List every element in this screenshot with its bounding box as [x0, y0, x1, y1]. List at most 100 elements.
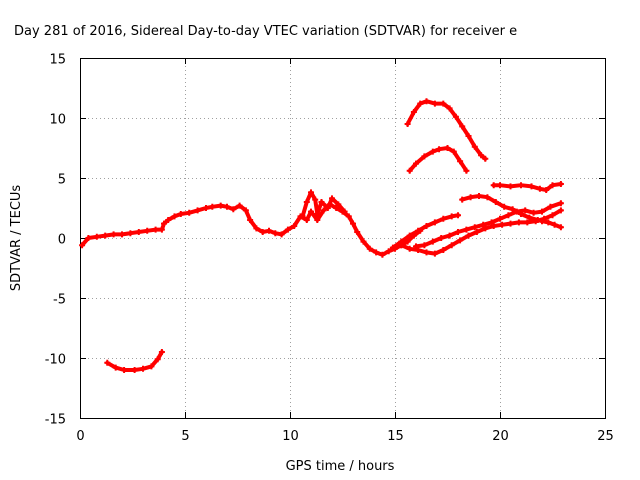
y-tick-label: -15	[45, 413, 66, 428]
data-point	[320, 207, 327, 214]
data-point	[312, 196, 319, 203]
data-point	[429, 238, 436, 245]
data-point	[360, 238, 367, 245]
data-point	[93, 233, 100, 240]
axis-ticks: 0 5 10 15 20 25 -15 -10 -5 0 5 10 15	[45, 53, 614, 445]
data-point	[335, 201, 342, 208]
data-point	[406, 245, 413, 252]
data-point	[507, 183, 514, 190]
data-point	[530, 209, 537, 216]
data-point	[463, 167, 470, 174]
data-point	[345, 213, 352, 220]
data-point	[161, 220, 167, 227]
data-point	[471, 143, 478, 150]
y-tick-label: 5	[58, 173, 66, 188]
series-group	[79, 98, 564, 373]
data-point	[314, 211, 321, 217]
data-point	[515, 219, 522, 226]
y-tick-label: 10	[49, 113, 66, 128]
data-point	[152, 226, 159, 233]
data-point	[431, 219, 438, 226]
data-point	[446, 105, 453, 112]
data-point	[450, 148, 457, 155]
x-tick-label: 15	[387, 429, 404, 444]
data-point	[236, 202, 243, 209]
data-point	[253, 225, 260, 232]
data-point	[406, 167, 413, 174]
data-point	[385, 248, 392, 255]
data-point	[455, 229, 461, 235]
data-point	[476, 193, 482, 199]
data-point	[536, 185, 543, 192]
data-point	[547, 203, 554, 210]
data-point	[406, 232, 413, 239]
data-point	[303, 199, 310, 205]
data-point	[557, 224, 564, 231]
data-point	[194, 207, 201, 214]
data-point	[242, 207, 249, 214]
x-tick-label: 0	[76, 429, 84, 444]
data-point	[140, 365, 146, 372]
data-point	[455, 212, 461, 219]
data-point	[303, 217, 310, 223]
data-point	[473, 229, 480, 235]
data-point	[112, 364, 119, 371]
data-point	[79, 242, 86, 249]
data-point	[532, 218, 539, 225]
data-point	[224, 203, 230, 210]
data-point	[524, 219, 531, 226]
data-point	[549, 212, 556, 219]
data-point	[431, 250, 438, 257]
data-point	[410, 109, 417, 115]
data-point	[480, 221, 487, 228]
data-point	[272, 230, 279, 237]
data-point	[539, 208, 545, 215]
data-point	[507, 220, 514, 227]
data-point	[318, 199, 325, 205]
data-point	[379, 251, 386, 258]
data-point	[165, 217, 172, 223]
series-line-second-arc	[407, 146, 469, 173]
data-point	[444, 145, 451, 151]
data-point	[522, 207, 529, 214]
data-point	[299, 213, 306, 220]
data-point	[557, 181, 564, 187]
data-point	[551, 221, 558, 228]
data-point	[484, 194, 491, 201]
data-point	[557, 207, 564, 214]
x-axis-label: GPS time / hours	[286, 459, 395, 474]
data-point	[373, 249, 380, 256]
data-point	[203, 205, 209, 211]
data-point	[488, 219, 495, 226]
data-point	[431, 100, 438, 107]
data-point	[354, 229, 361, 235]
data-point	[177, 211, 184, 217]
data-point	[284, 226, 291, 233]
data-point	[446, 232, 453, 239]
data-point	[421, 153, 428, 160]
data-point	[341, 208, 348, 215]
x-tick-label: 5	[181, 429, 189, 444]
data-point	[557, 200, 564, 207]
x-tick-label: 20	[492, 429, 509, 444]
data-point	[549, 182, 556, 189]
data-point	[158, 349, 165, 355]
data-point	[459, 196, 466, 203]
data-point	[259, 229, 266, 235]
data-point	[492, 199, 499, 205]
data-point	[333, 205, 340, 211]
data-point	[415, 227, 422, 234]
data-point	[490, 223, 497, 229]
data-point	[154, 356, 161, 363]
data-point	[465, 133, 472, 139]
data-point	[102, 232, 109, 239]
data-point	[415, 247, 422, 253]
data-point	[230, 206, 237, 213]
data-point	[440, 215, 447, 222]
data-point	[171, 213, 178, 220]
grid	[80, 58, 605, 418]
data-point	[209, 203, 216, 210]
data-point	[247, 217, 254, 223]
data-point	[440, 247, 447, 253]
